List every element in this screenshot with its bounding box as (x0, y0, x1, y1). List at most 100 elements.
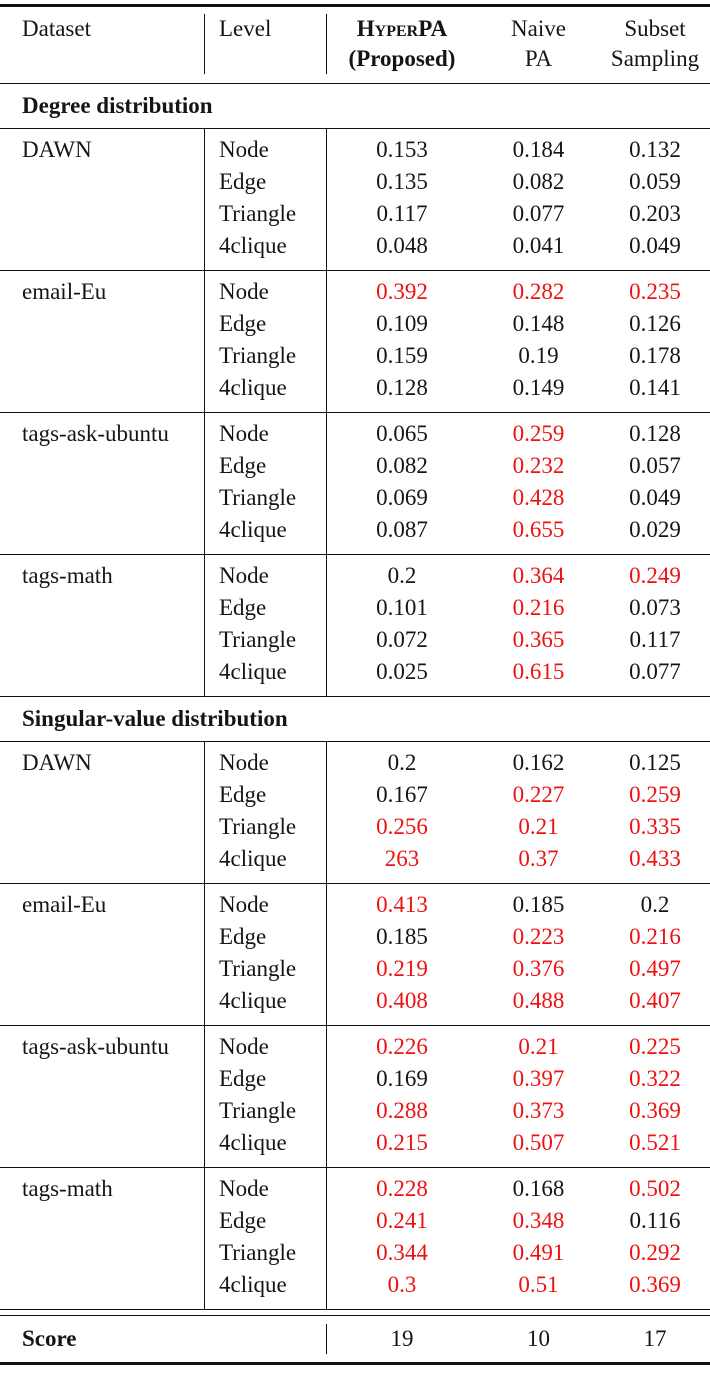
level-label: Triangle (219, 627, 297, 652)
section-title-degree: Degree distribution (22, 93, 213, 118)
metric-value: 0.397 (512, 1066, 565, 1091)
level-column: Node Edge Triangle 4clique (205, 884, 327, 1025)
section-rule (0, 696, 710, 697)
metric-value: 0.21 (518, 814, 559, 839)
value-row: 0.215 0.507 0.521 (327, 1127, 710, 1159)
value-row: 0.159 0.19 0.178 (327, 340, 710, 372)
metric-value: 0.087 (376, 517, 428, 542)
level-column: Node Edge Triangle 4clique (205, 1026, 327, 1167)
value-row: 0.392 0.282 0.235 (327, 276, 710, 308)
metric-value: 0.169 (376, 1066, 428, 1091)
metric-value: 0.069 (376, 485, 428, 510)
group-rule (0, 412, 710, 413)
metric-value: 0.497 (629, 956, 681, 981)
metric-value: 0.101 (376, 595, 428, 620)
metric-value: 0.216 (629, 924, 681, 949)
metric-value: 0.502 (629, 1176, 681, 1201)
level-label: Triangle (219, 201, 297, 226)
dataset-name: tags-ask-ubuntu (0, 1026, 205, 1167)
metric-value: 0.162 (512, 750, 565, 775)
metric-value: 0.259 (629, 782, 681, 807)
level-label: Node (219, 563, 269, 588)
value-row: 0.048 0.041 0.049 (327, 230, 710, 262)
metric-value: 0.041 (512, 233, 565, 258)
level-label: 4clique (219, 375, 287, 400)
header-rule (0, 83, 710, 84)
subset-line2: Sampling (610, 46, 700, 71)
value-row: 0.3 0.51 0.369 (327, 1269, 710, 1301)
column-header-dataset: Dataset (0, 14, 205, 74)
group-rule (0, 1167, 710, 1168)
section-rule (0, 128, 710, 129)
metric-value: 0.655 (512, 517, 565, 542)
value-row: 0.153 0.184 0.132 (327, 134, 710, 166)
dataset-group: tags-math Node Edge Triangle 4clique 0.228 0… (0, 1168, 710, 1309)
level-label: Edge (219, 595, 267, 620)
metric-value: 0.2 (387, 563, 417, 588)
dataset-group: DAWN Node Edge Triangle 4clique 0.153 0.184 0… (0, 129, 710, 270)
section-rule (0, 741, 710, 742)
metric-value: 0.128 (376, 375, 428, 400)
metric-value: 0.282 (512, 279, 565, 304)
level-label: 4clique (219, 988, 287, 1013)
level-label: Edge (219, 1066, 267, 1091)
naive-line2: PA (524, 46, 553, 71)
value-row: 0.025 0.615 0.077 (327, 656, 710, 688)
metric-value: 0.109 (376, 311, 428, 336)
metric-value: 0.216 (512, 595, 565, 620)
metric-value: 0.126 (629, 311, 681, 336)
metric-value: 0.082 (376, 453, 428, 478)
subset-line1: Subset (624, 16, 686, 41)
level-label: Node (219, 421, 269, 446)
score-naive-pa: 10 (527, 1326, 550, 1351)
metric-value: 0.065 (376, 421, 428, 446)
metric-value: 0.335 (629, 814, 681, 839)
value-row: 0.288 0.373 0.369 (327, 1095, 710, 1127)
value-row: 0.128 0.149 0.141 (327, 372, 710, 404)
score-row: Score 19 10 17 (0, 1316, 710, 1362)
dataset-name: tags-ask-ubuntu (0, 413, 205, 554)
metric-value: 0.232 (512, 453, 565, 478)
value-row: 0.219 0.376 0.497 (327, 953, 710, 985)
level-label: Node (219, 1176, 269, 1201)
level-label: Edge (219, 1208, 267, 1233)
metric-value: 0.292 (629, 1240, 681, 1265)
dataset-name: DAWN (0, 742, 205, 883)
level-label: Node (219, 1034, 269, 1059)
value-row: 0.185 0.223 0.216 (327, 921, 710, 953)
value-row: 0.082 0.232 0.057 (327, 450, 710, 482)
level-label: Triangle (219, 1098, 297, 1123)
values-column: 0.2 0.364 0.249 0.101 0.216 0.073 0.072 0.365 0.… (327, 555, 710, 696)
metric-value: 0.223 (512, 924, 565, 949)
level-column: Node Edge Triangle 4clique (205, 742, 327, 883)
metric-value: 0.029 (629, 517, 681, 542)
value-row: 0.117 0.077 0.203 (327, 198, 710, 230)
metric-value: 0.117 (629, 627, 681, 652)
metric-value: 263 (384, 846, 420, 871)
dataset-group: tags-ask-ubuntu Node Edge Triangle 4clique … (0, 413, 710, 554)
value-row: 0.135 0.082 0.059 (327, 166, 710, 198)
metric-value: 0.184 (512, 137, 565, 162)
metric-value: 0.373 (512, 1098, 565, 1123)
level-column: Node Edge Triangle 4clique (205, 555, 327, 696)
score-subset-sampling: 17 (643, 1326, 667, 1351)
section-degree-distribution: DAWN Node Edge Triangle 4clique 0.153 0.184 0… (0, 129, 710, 696)
metric-value: 0.025 (376, 659, 428, 684)
value-row: 0.344 0.491 0.292 (327, 1237, 710, 1269)
metric-value: 0.369 (629, 1098, 681, 1123)
metric-value: 0.364 (512, 563, 565, 588)
metric-value: 0.322 (629, 1066, 681, 1091)
values-column: 0.392 0.282 0.235 0.109 0.148 0.126 0.159 0.19 0… (327, 271, 710, 412)
metric-value: 0.077 (629, 659, 681, 684)
metric-value: 0.348 (512, 1208, 565, 1233)
metric-value: 0.082 (512, 169, 565, 194)
metric-value: 0.392 (376, 279, 428, 304)
level-label: Triangle (219, 1240, 297, 1265)
value-row: 263 0.37 0.433 (327, 843, 710, 875)
metric-value: 0.178 (629, 343, 681, 368)
level-label: 4clique (219, 659, 287, 684)
level-label: Triangle (219, 485, 297, 510)
metric-value: 0.159 (376, 343, 428, 368)
metric-value: 0.241 (376, 1208, 428, 1233)
dataset-group: email-Eu Node Edge Triangle 4clique 0.392 0.… (0, 271, 710, 412)
